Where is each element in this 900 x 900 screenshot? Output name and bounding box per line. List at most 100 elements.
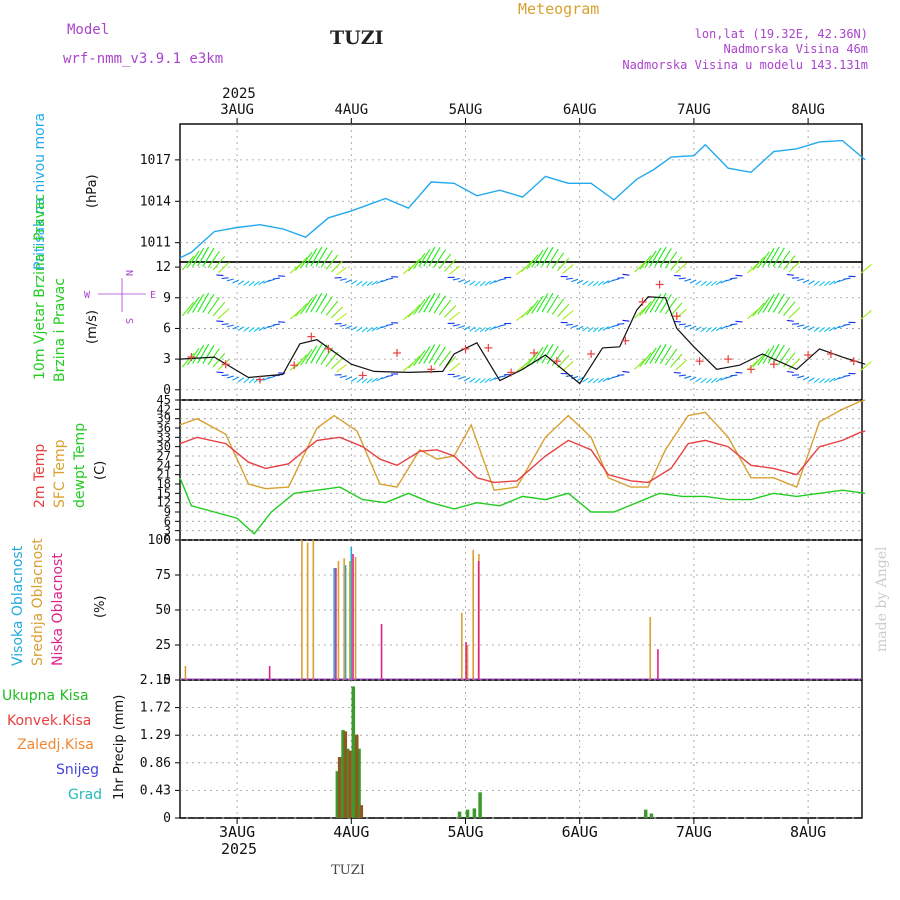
wind-arrow <box>443 305 457 318</box>
wind-arrow <box>339 324 347 327</box>
wind-arrow <box>452 323 460 327</box>
y-tick-label: 0 <box>163 811 171 826</box>
wind-arrow <box>664 297 678 315</box>
compass-w: W <box>84 290 91 301</box>
wind-arrow <box>705 378 712 384</box>
gust-marker <box>507 368 516 377</box>
y-tick-label: 45 <box>157 393 171 407</box>
wind-arrow <box>376 325 383 331</box>
cloud-bars <box>180 540 862 680</box>
wind-arrow <box>582 280 589 286</box>
wind-arrow <box>772 293 785 313</box>
wind-arrow <box>772 247 785 267</box>
wind-arrow <box>673 274 681 277</box>
precip-bar <box>649 813 654 818</box>
wind-arrow <box>710 377 718 384</box>
wind-arrow <box>612 324 620 328</box>
wind-arrow <box>546 345 559 365</box>
wind-arrow <box>670 353 683 368</box>
cloud-unit: (%) <box>93 596 108 619</box>
wind-arrow <box>526 253 539 270</box>
wind-arrow <box>202 345 215 364</box>
wind-direction-arrows <box>181 246 872 384</box>
wind-arrow <box>237 326 245 332</box>
wind-arrow <box>499 375 507 378</box>
wind-arrow <box>757 297 770 315</box>
precip-bar <box>343 731 348 818</box>
wind-arrow <box>315 293 328 313</box>
wind-arrow <box>828 280 836 286</box>
sfc-temp-title: SFC Temp <box>52 439 68 508</box>
wind-arrow <box>443 259 457 272</box>
wind-arrow <box>386 277 394 281</box>
wind-arrow <box>767 246 780 267</box>
wind-arrow <box>730 374 738 377</box>
compass-e: E <box>150 290 156 301</box>
wind-arrow <box>474 280 481 287</box>
wind-arrow <box>361 378 368 384</box>
pressure-unit: (hPa) <box>85 174 100 208</box>
wind-arrow <box>469 377 476 383</box>
wind-arrow <box>463 279 471 285</box>
wind-arrow <box>181 301 195 317</box>
wind-arrow <box>479 280 486 287</box>
wind-arrow <box>571 324 579 329</box>
wind-arrow <box>684 375 692 379</box>
legend-total: Ukupna Kisa <box>2 688 89 704</box>
y-tick-labels: 1011101410170369120369121518212427303336… <box>140 153 171 826</box>
y-tick-label: 6 <box>163 321 171 336</box>
y-tick-label: 0.86 <box>140 756 171 771</box>
wind-arrow <box>243 280 250 286</box>
wind-arrow <box>833 279 841 284</box>
wind-arrow <box>339 278 347 281</box>
wind-arrow <box>449 311 461 321</box>
wind-title: 10m Vjetar Brzina i Pravac <box>32 194 48 380</box>
wind-arrow <box>458 279 466 283</box>
wind-arrow <box>267 278 275 282</box>
top-date-labels: 3AUG 4AUG 5AUG 6AUG 7AUG 8AUG <box>220 102 825 118</box>
wind-arrow <box>489 326 497 331</box>
wind-arrow <box>336 266 347 276</box>
gust-marker <box>255 375 264 384</box>
wind-arrow <box>531 346 544 365</box>
wind-arrow <box>592 326 599 333</box>
pressure-series-line <box>179 139 866 259</box>
wind-arrow <box>428 247 441 267</box>
wind-arrow <box>305 345 318 365</box>
wind-arrow <box>474 326 481 333</box>
panel-frame <box>179 261 863 401</box>
wind-arrow <box>659 248 672 267</box>
precip-bar <box>355 734 359 818</box>
y-tick-label: 1.72 <box>140 701 171 716</box>
wind-arrow <box>678 323 686 326</box>
wind-arrow <box>824 326 831 333</box>
y-tick-label: 100 <box>148 533 171 548</box>
wind-arrow <box>551 252 565 269</box>
wind-arrow <box>639 301 652 316</box>
wind-arrow <box>536 293 549 313</box>
wind-arrow <box>325 300 339 316</box>
wind-arrow <box>715 377 723 383</box>
wind-arrow <box>557 257 570 272</box>
wind-arrow <box>499 278 507 281</box>
y-tick-label: 3 <box>164 524 171 538</box>
wind-arrow <box>622 370 630 373</box>
wind-arrow <box>634 307 647 319</box>
wind-gust-markers <box>187 280 858 384</box>
wind-arrow <box>418 249 431 268</box>
gust-marker <box>587 350 596 358</box>
wind-arrow <box>587 378 594 384</box>
wind-arrow <box>217 261 230 273</box>
wind-arrow <box>675 308 687 320</box>
wind-arrow <box>576 376 584 382</box>
wind-arrow <box>479 378 486 384</box>
wind-arrow <box>786 319 794 322</box>
wind-arrow <box>752 302 765 317</box>
y-tick-label: 33 <box>157 430 171 444</box>
y-tick-label: 75 <box>155 568 171 583</box>
wind-arrow <box>788 307 801 319</box>
wind-arrow <box>310 343 323 364</box>
precip-bar <box>359 805 364 818</box>
wind-arrow <box>253 280 260 287</box>
